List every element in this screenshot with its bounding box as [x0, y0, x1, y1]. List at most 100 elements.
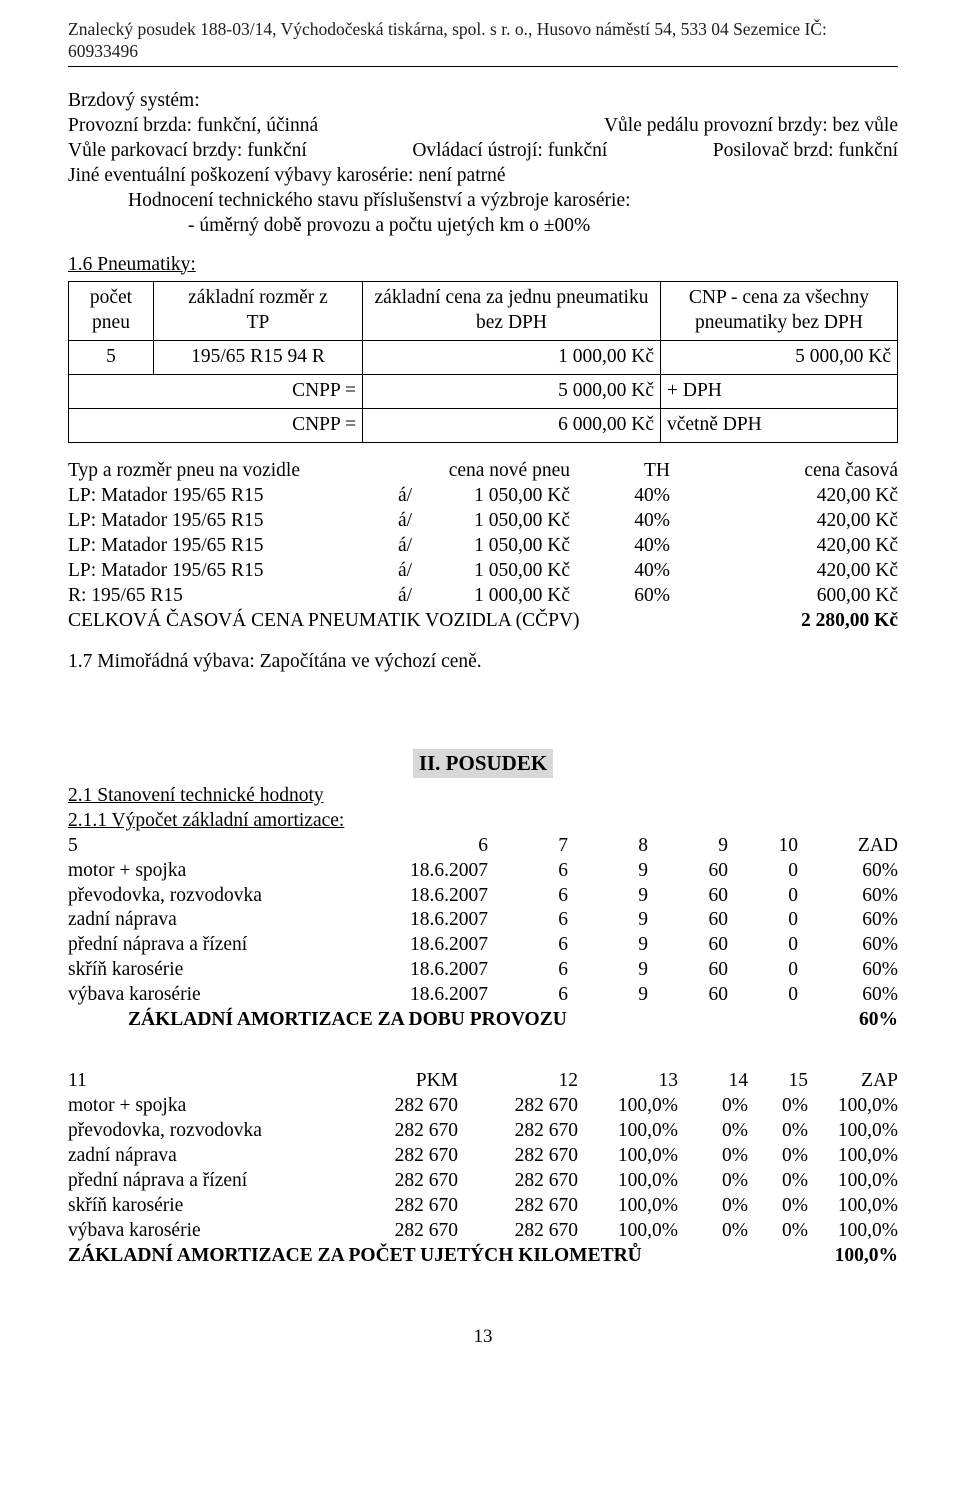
cell: 18.6.2007 [358, 908, 488, 933]
cell: 9 [568, 884, 648, 909]
cell: 60 [648, 884, 728, 909]
text: Vůle parkovací brzdy: funkční [68, 139, 307, 164]
cell: 282 670 [458, 1169, 578, 1194]
cell: Typ a rozměr pneu na vozidle [68, 459, 398, 484]
cell: 282 670 [338, 1119, 458, 1144]
cell: 60 [648, 958, 728, 983]
doc-header: Znalecký posudek 188-03/14, Východočeská… [68, 18, 898, 63]
cell: ZAD [798, 834, 898, 859]
text: Provozní brzda: funkční, účinná [68, 114, 318, 139]
cell: á/ [398, 484, 438, 509]
cell: cena nové pneu [438, 459, 598, 484]
cell: 40% [598, 484, 698, 509]
cell: 195/65 R15 94 R [154, 341, 363, 375]
cell: 1 000,00 Kč [363, 341, 661, 375]
cell: á/ [398, 509, 438, 534]
cell: ZAP [808, 1069, 898, 1094]
cell: LP: Matador 195/65 R15 [68, 559, 398, 584]
cell: PKM [338, 1069, 458, 1094]
cell: 282 670 [458, 1194, 578, 1219]
cell: 0% [678, 1219, 748, 1244]
cell: 5 [68, 834, 358, 859]
cell: výbava karosérie [68, 983, 358, 1008]
text: Posilovač brzd: funkční [713, 139, 898, 164]
cell: 10 [728, 834, 798, 859]
cell: přední náprava a řízení [68, 933, 358, 958]
cell: 60% [798, 859, 898, 884]
cell: 0% [678, 1119, 748, 1144]
cell: 1 000,00 Kč [438, 584, 598, 609]
total-value: 100,0% [835, 1244, 898, 1269]
cell: 0 [728, 908, 798, 933]
cell: 0 [728, 958, 798, 983]
cell: 18.6.2007 [358, 933, 488, 958]
cell: 6 [488, 859, 568, 884]
subheading: 2.1.1 Výpočet základní amortizace: [68, 809, 898, 834]
tires-title: 1.6 Pneumatiky: [68, 253, 898, 278]
cell: 0% [748, 1219, 808, 1244]
cell: TH [598, 459, 698, 484]
text: - úměrný době provozu a počtu ujetých km… [68, 214, 898, 239]
cell: 282 670 [338, 1194, 458, 1219]
cell: motor + spojka [68, 1094, 338, 1119]
cell: 18.6.2007 [358, 859, 488, 884]
cell: 282 670 [458, 1094, 578, 1119]
th: základní rozměr z [188, 287, 328, 308]
cell: 18.6.2007 [358, 983, 488, 1008]
cell: R: 195/65 R15 [68, 584, 398, 609]
cell: 7 [488, 834, 568, 859]
cell: 40% [598, 559, 698, 584]
cell: 60 [648, 908, 728, 933]
cell: včetně DPH [661, 409, 898, 443]
cell: 60% [798, 933, 898, 958]
cell: 14 [678, 1069, 748, 1094]
total-label: ZÁKLADNÍ AMORTIZACE ZA POČET UJETÝCH KIL… [68, 1244, 642, 1269]
cell: CNPP = [69, 375, 363, 409]
section-heading: II. POSUDEK [413, 749, 553, 778]
cell: 100,0% [808, 1119, 898, 1144]
cell: 100,0% [578, 1169, 678, 1194]
cell: 6 [488, 983, 568, 1008]
subheading: 2.1 Stanovení technické hodnoty [68, 784, 898, 809]
cell: 6 [488, 933, 568, 958]
text: Vůle pedálu provozní brzdy: bez vůle [604, 114, 898, 139]
cell: 0% [748, 1119, 808, 1144]
cell: 13 [578, 1069, 678, 1094]
cell: CNPP = [69, 409, 363, 443]
cell: motor + spojka [68, 859, 358, 884]
th: pneumatiky bez DPH [695, 312, 863, 333]
cell: 60% [798, 983, 898, 1008]
th: počet [90, 287, 132, 308]
cell: výbava karosérie [68, 1219, 338, 1244]
cell: 18.6.2007 [358, 958, 488, 983]
cell: 5 000,00 Kč [363, 375, 661, 409]
header-rule [68, 66, 898, 67]
cell: 0% [678, 1094, 748, 1119]
cell: převodovka, rozvodovka [68, 884, 358, 909]
cell: 420,00 Kč [698, 534, 898, 559]
cell: 6 [488, 908, 568, 933]
cell: 1 050,00 Kč [438, 484, 598, 509]
cell: 9 [568, 908, 648, 933]
total-label: CELKOVÁ ČASOVÁ CENA PNEUMATIK VOZIDLA (C… [68, 609, 580, 634]
cell: LP: Matador 195/65 R15 [68, 509, 398, 534]
cell [398, 459, 438, 484]
cell: 0 [728, 859, 798, 884]
cell: 15 [748, 1069, 808, 1094]
cell: 100,0% [578, 1119, 678, 1144]
cell: 0 [728, 933, 798, 958]
cell: 60% [798, 958, 898, 983]
cell: 1 050,00 Kč [438, 509, 598, 534]
cell: 40% [598, 534, 698, 559]
total-value: 60% [859, 1008, 898, 1033]
cell: 6 [358, 834, 488, 859]
cell: 60 [648, 983, 728, 1008]
cell: + DPH [661, 375, 898, 409]
cell: převodovka, rozvodovka [68, 1119, 338, 1144]
cell: 100,0% [578, 1194, 678, 1219]
cell: 100,0% [578, 1094, 678, 1119]
cell: 9 [648, 834, 728, 859]
th: TP [247, 312, 270, 333]
cell: 282 670 [338, 1094, 458, 1119]
cell: 6 [488, 884, 568, 909]
